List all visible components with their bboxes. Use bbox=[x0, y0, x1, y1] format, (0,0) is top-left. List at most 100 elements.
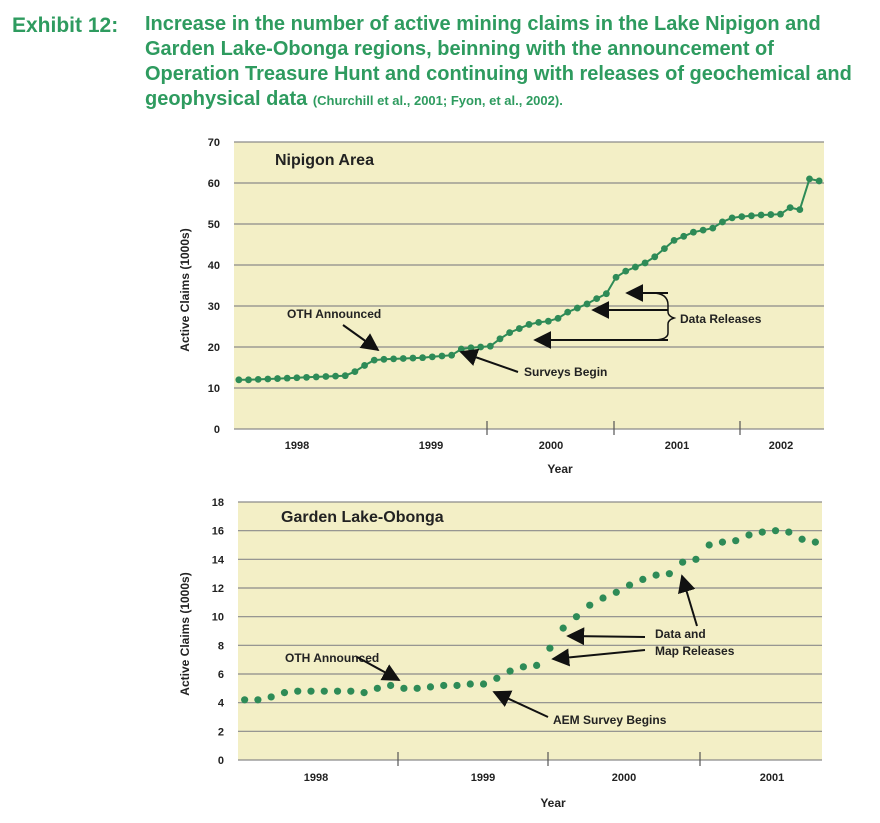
y-tick-label: 6 bbox=[218, 669, 224, 681]
data-point bbox=[612, 588, 620, 596]
arrow-aem bbox=[492, 690, 549, 718]
data-point bbox=[267, 693, 275, 701]
annotation-oth: OTH Announced bbox=[285, 651, 379, 665]
data-point bbox=[732, 537, 740, 545]
caption-citation: (Churchill et al., 2001; Fyon, et al., 2… bbox=[312, 93, 563, 108]
data-point bbox=[477, 343, 485, 351]
data-point bbox=[280, 689, 289, 697]
y-tick-labels: 0 2 4 6 8 10 12 14 16 18 bbox=[212, 497, 225, 767]
plot-area bbox=[238, 502, 822, 760]
data-point bbox=[796, 206, 804, 214]
data-point bbox=[312, 373, 320, 381]
data-point bbox=[515, 325, 523, 332]
annotation-data-map-1: Data and bbox=[655, 627, 706, 641]
x-tick-label: 1998 bbox=[304, 772, 328, 784]
data-point bbox=[322, 373, 330, 380]
y-tick-label: 14 bbox=[212, 554, 225, 566]
data-point bbox=[622, 267, 630, 275]
data-point bbox=[241, 696, 249, 704]
plot-area bbox=[234, 142, 824, 429]
data-point bbox=[479, 680, 488, 688]
data-point bbox=[748, 212, 755, 220]
grid-lines bbox=[238, 501, 822, 761]
data-point bbox=[602, 290, 610, 298]
data-point bbox=[651, 253, 659, 261]
data-point bbox=[373, 684, 381, 692]
data-point bbox=[370, 356, 378, 364]
data-point bbox=[525, 321, 533, 328]
grid-lines bbox=[234, 141, 824, 430]
data-point bbox=[559, 624, 567, 632]
y-tick-label: 20 bbox=[208, 342, 220, 354]
data-point bbox=[283, 374, 291, 382]
y-tick-label: 10 bbox=[208, 383, 220, 395]
x-tick-labels: 1998 1999 2000 2001 bbox=[304, 772, 784, 784]
data-point bbox=[519, 663, 527, 671]
x-tick-label: 1999 bbox=[419, 440, 443, 452]
y-tick-label: 0 bbox=[218, 755, 224, 767]
data-point bbox=[777, 210, 784, 218]
data-point bbox=[612, 273, 620, 281]
data-point bbox=[390, 355, 397, 363]
series-points bbox=[241, 527, 819, 704]
data-point bbox=[347, 687, 355, 695]
data-point bbox=[320, 687, 328, 695]
data-point bbox=[705, 541, 713, 549]
data-point bbox=[699, 226, 707, 234]
data-point bbox=[307, 687, 315, 695]
data-point bbox=[303, 373, 310, 381]
data-point bbox=[466, 680, 474, 688]
data-point bbox=[245, 376, 252, 384]
data-point bbox=[815, 177, 823, 185]
data-point bbox=[360, 689, 368, 697]
x-tick-label: 2001 bbox=[760, 772, 784, 784]
y-axis-label: Active Claims (1000s) bbox=[178, 228, 192, 351]
data-point bbox=[758, 528, 766, 536]
data-point bbox=[399, 355, 407, 362]
data-point bbox=[333, 687, 342, 695]
data-point bbox=[554, 314, 562, 322]
annotation-data-releases: Data Releases bbox=[680, 312, 762, 326]
data-point bbox=[670, 237, 678, 244]
data-point bbox=[593, 295, 601, 303]
arrow-surveys bbox=[459, 348, 519, 373]
y-tick-label: 50 bbox=[208, 219, 220, 231]
annotation-aem: AEM Survey Begins bbox=[553, 713, 667, 727]
data-point bbox=[419, 354, 427, 362]
data-point bbox=[496, 335, 504, 343]
y-tick-label: 2 bbox=[218, 726, 224, 738]
x-tick-label: 2002 bbox=[769, 440, 793, 452]
arrow-release-3 bbox=[678, 574, 698, 627]
chart-title: Nipigon Area bbox=[275, 152, 374, 169]
chart-title: Garden Lake-Obonga bbox=[281, 509, 444, 526]
data-point bbox=[738, 213, 746, 221]
y-tick-label: 16 bbox=[212, 526, 224, 538]
y-tick-label: 10 bbox=[212, 612, 224, 624]
arrow-release-1 bbox=[566, 627, 646, 646]
data-point bbox=[341, 372, 349, 380]
y-tick-label: 18 bbox=[212, 497, 224, 509]
x-axis-label: Year bbox=[547, 462, 573, 476]
data-point bbox=[467, 344, 475, 352]
data-point bbox=[806, 175, 813, 183]
data-point bbox=[380, 355, 388, 363]
figure-caption: Increase in the number of active mining … bbox=[145, 12, 865, 113]
data-point bbox=[652, 571, 660, 579]
data-point bbox=[564, 308, 572, 316]
data-point bbox=[586, 601, 594, 609]
data-point bbox=[235, 376, 243, 384]
data-point bbox=[745, 531, 753, 539]
data-point bbox=[493, 674, 501, 682]
arrow-oth bbox=[356, 656, 401, 681]
y-tick-labels: 0 10 20 30 40 50 60 70 bbox=[208, 137, 220, 436]
data-point bbox=[428, 353, 436, 361]
y-tick-label: 4 bbox=[218, 698, 225, 710]
data-point bbox=[254, 696, 262, 704]
data-point bbox=[426, 683, 435, 691]
x-tick-labels: 1998 1999 2000 2001 2002 bbox=[285, 440, 793, 452]
data-point bbox=[448, 351, 456, 359]
exhibit-label: Exhibit 12: bbox=[12, 14, 119, 37]
data-point bbox=[679, 558, 687, 566]
data-point bbox=[583, 300, 591, 308]
